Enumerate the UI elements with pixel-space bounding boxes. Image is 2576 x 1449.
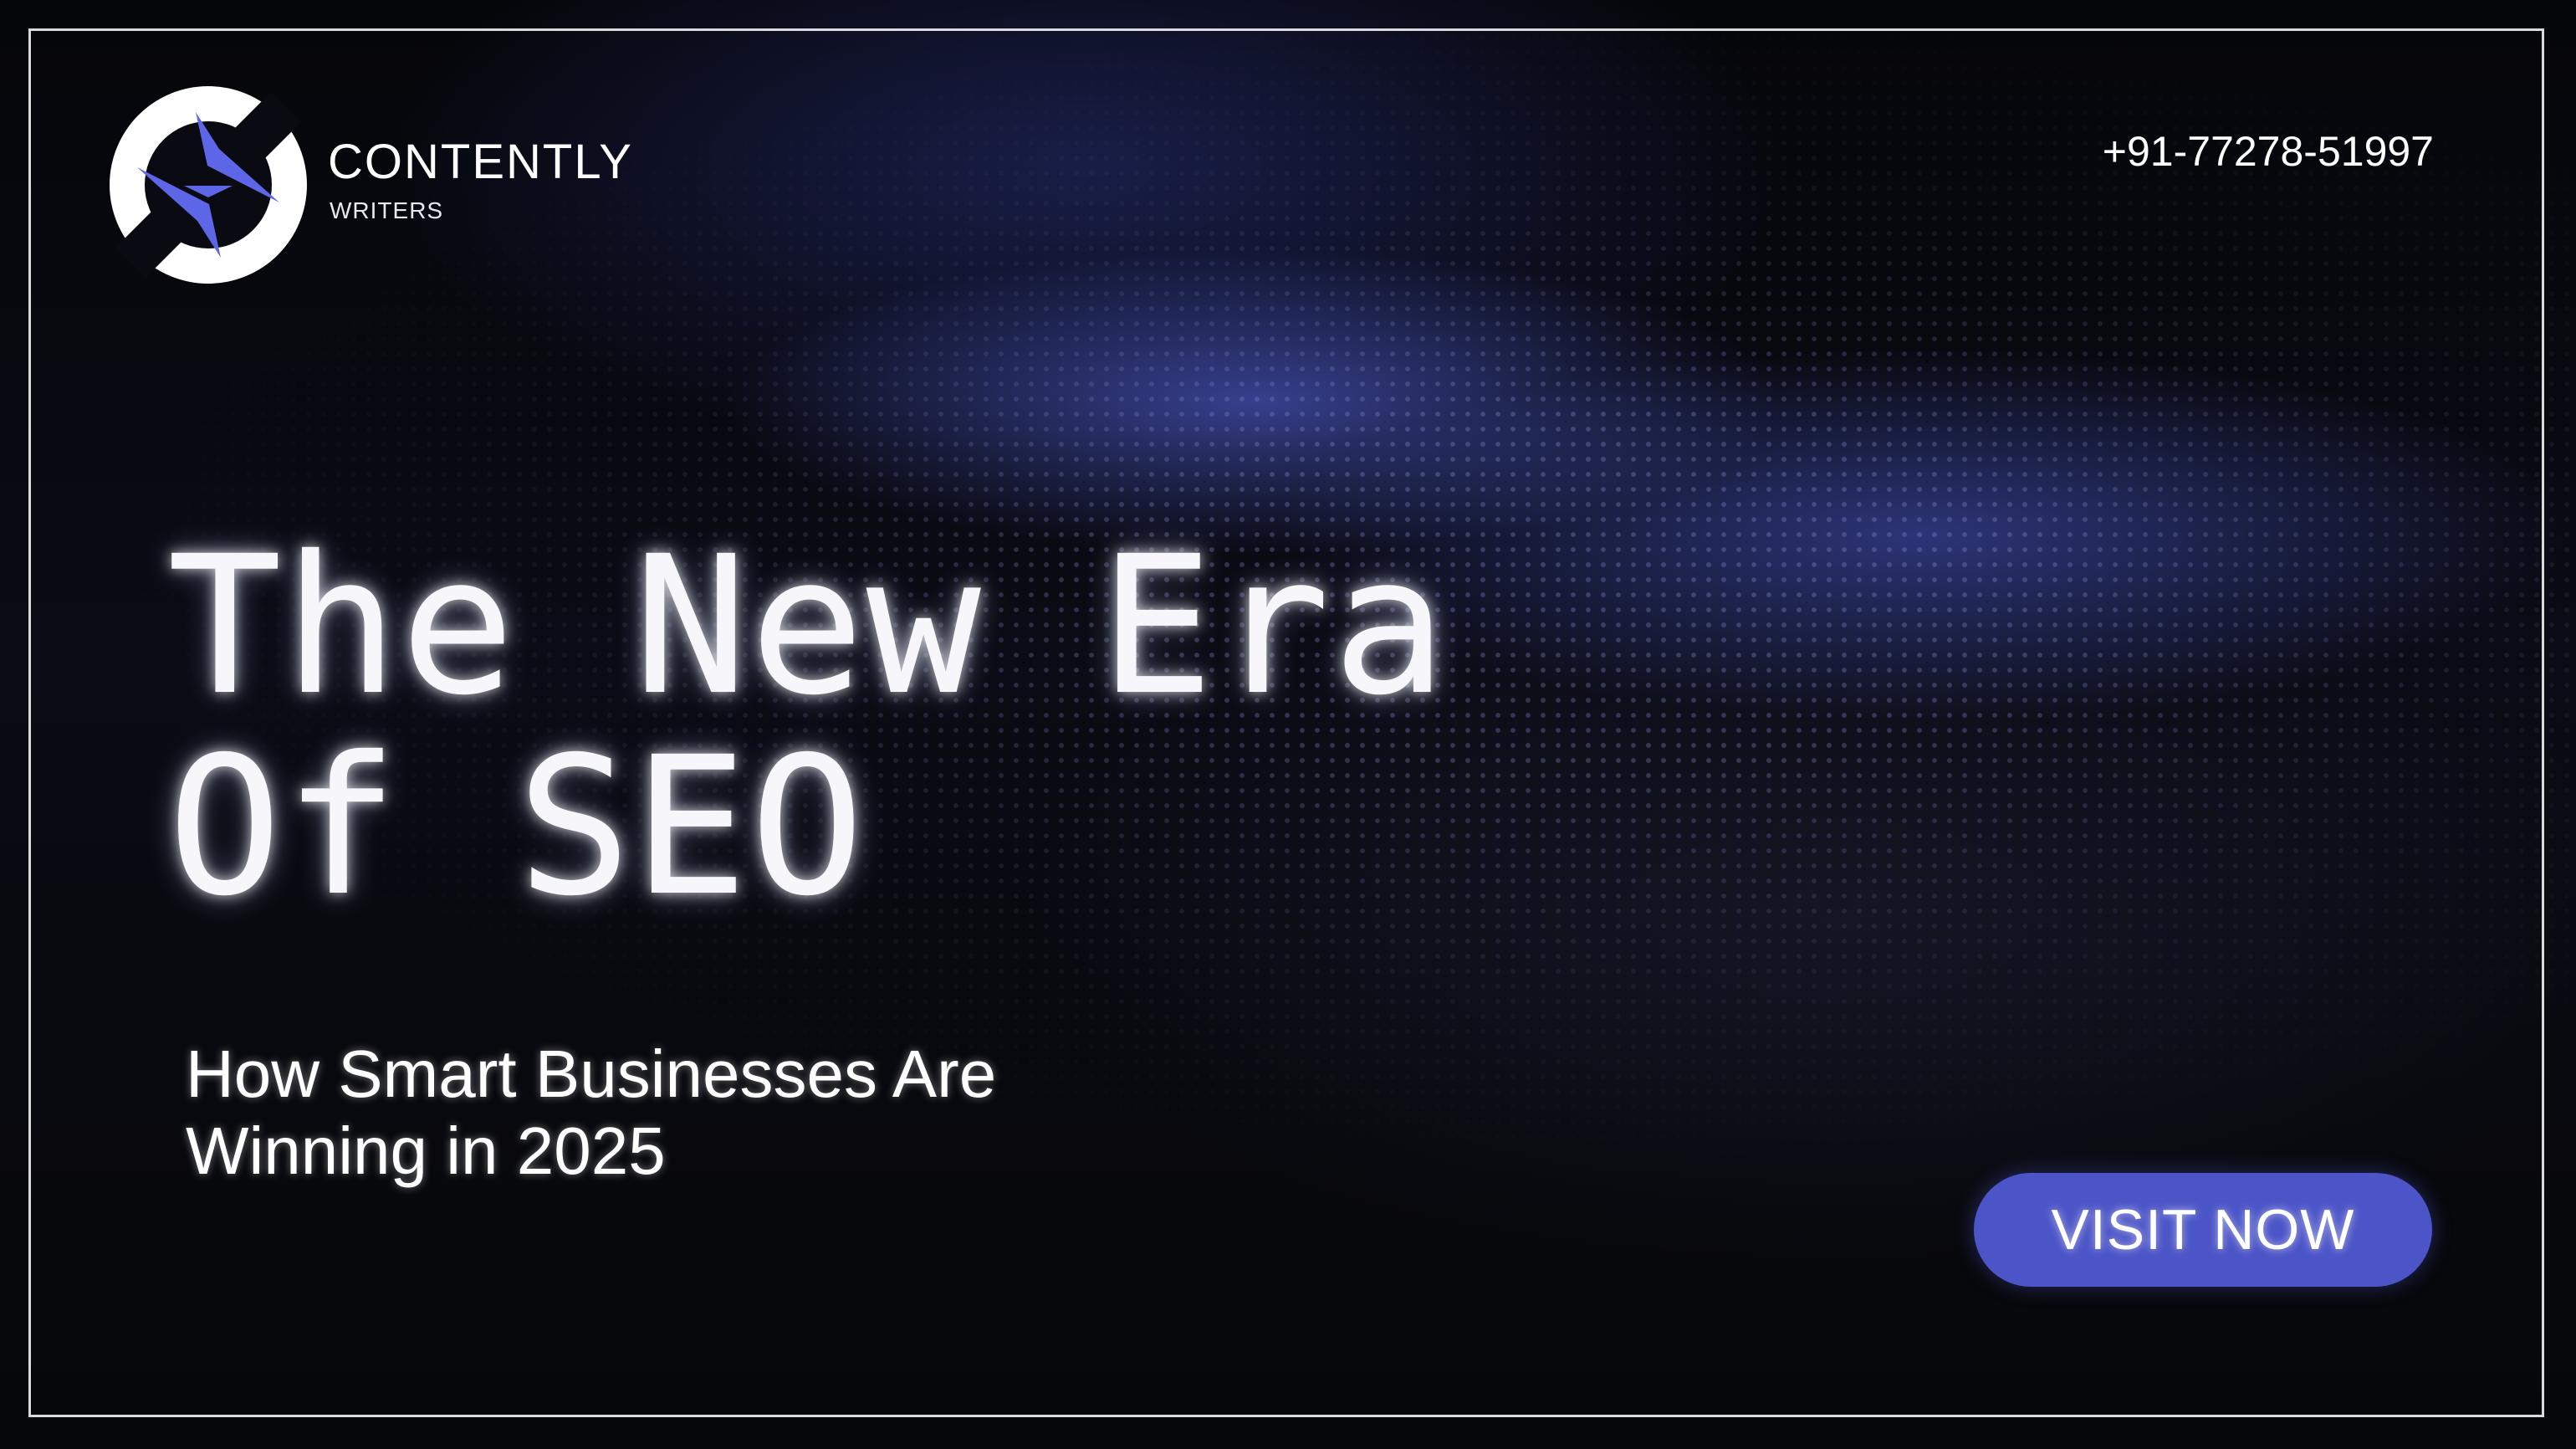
subheadline-line-2: Winning in 2025 xyxy=(186,1114,666,1188)
headline-line-1: The New Era xyxy=(167,515,1449,737)
subheadline: How Smart Businesses Are Winning in 2025 xyxy=(186,1036,996,1190)
headline: The New Era Of SEO xyxy=(167,525,1449,927)
phone-number[interactable]: +91-77278-51997 xyxy=(2102,128,2434,175)
headline-line-2: Of SEO xyxy=(167,715,866,938)
banner-frame xyxy=(28,28,2544,1417)
brand-name: CONTENTLY xyxy=(328,135,633,189)
contently-logo-icon xyxy=(110,86,307,284)
subheadline-line-1: How Smart Businesses Are xyxy=(186,1037,997,1111)
visit-now-button[interactable]: VISIT NOW xyxy=(1974,1173,2432,1287)
brand-tagline: WRITERS xyxy=(330,197,444,223)
